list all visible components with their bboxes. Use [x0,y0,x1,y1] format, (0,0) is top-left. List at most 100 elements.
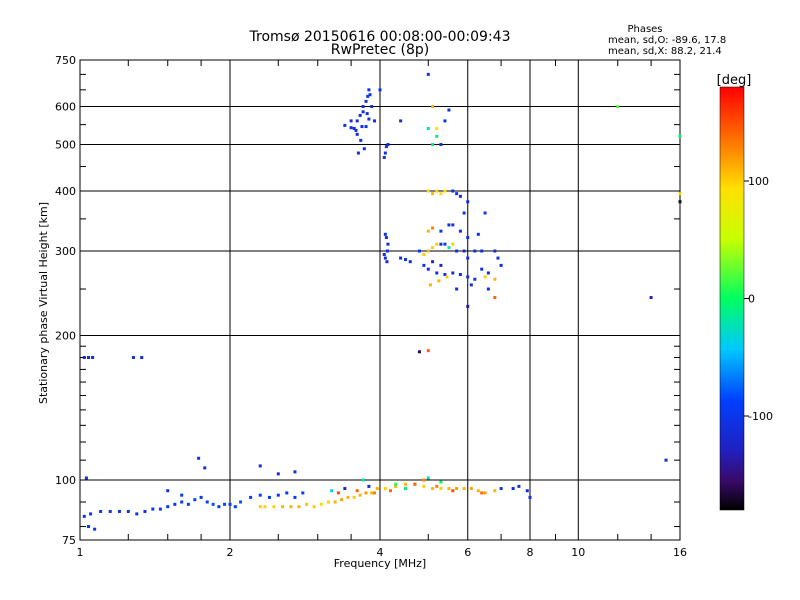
data-point [466,275,470,279]
data-point [131,355,135,359]
data-point [426,249,430,253]
data-point [151,507,155,511]
data-point [403,258,407,262]
data-point [403,487,407,491]
data-point [239,500,243,504]
data-point [272,505,276,509]
data-point [370,491,374,495]
data-point [364,491,368,495]
data-point [426,229,430,233]
data-point [435,134,439,138]
data-point [333,500,337,504]
data-point [203,466,207,470]
data-point [386,143,390,147]
data-point [386,242,390,246]
data-point [439,242,443,246]
data-point [462,487,466,491]
data-point [297,505,301,509]
data-point [258,493,262,497]
colorbar-ticks: 100 0 -100 [744,175,773,423]
x-axis-ticks: 1 2 4 6 8 10 16 [77,60,687,559]
data-point [517,484,521,488]
data-point [384,236,388,240]
data-point [349,119,353,123]
y-tick-label: 750 [55,54,76,67]
x-tick-label: 8 [527,546,534,559]
data-point [366,94,370,98]
data-point [439,229,443,233]
chart-title: Tromsø 20150616 00:08:00-00:09:43 [249,29,511,45]
data-point [445,275,449,279]
y-tick-label: 600 [55,101,76,114]
data-point [496,256,500,260]
data-point [383,151,387,155]
data-point [193,498,197,502]
colorbar [719,86,745,511]
data-point [422,484,426,488]
y-tick-label: 75 [62,534,76,547]
data-point [378,88,382,92]
data-point [349,126,353,130]
data-point [93,527,97,531]
data-point [480,267,484,271]
data-point [422,263,426,267]
data-point [373,491,377,495]
data-point [439,480,443,484]
x-tick-label: 6 [464,546,471,559]
data-point [528,495,532,499]
data-point [435,271,439,275]
stats-line-o: mean, sd,O: -89.6, 17.8 [608,35,726,46]
data-point [422,478,426,482]
data-point [426,349,430,353]
data-point [435,126,439,130]
data-point [99,509,103,513]
y-tick-label: 300 [55,245,76,258]
data-point [455,487,459,491]
data-point [293,470,297,474]
data-point [389,489,393,493]
data-point [466,200,470,204]
data-point [84,476,88,480]
data-point [330,489,334,493]
data-point [186,502,190,506]
data-point [263,505,267,509]
data-point [211,502,215,506]
data-point [360,125,364,129]
data-point [455,287,459,291]
data-point [408,260,412,264]
data-point [358,113,362,117]
data-point [431,260,435,264]
data-point [217,505,221,509]
data-point [382,155,386,159]
data-point [426,476,430,480]
data-point [447,223,451,227]
data-point [431,143,435,147]
data-point [384,145,388,149]
data-point [443,242,447,246]
y-axis-label: Stationary phase Virtual Height [km] [37,202,50,404]
data-point [249,495,253,499]
data-point [439,263,443,267]
data-point [197,456,201,460]
data-point [428,283,432,287]
data-point [385,249,389,253]
data-point [82,514,86,518]
data-point [383,256,387,260]
data-point [493,249,497,253]
y-tick-label: 500 [55,139,76,152]
chart-subtitle: RwPretec (8p) [331,42,429,58]
data-point [447,487,451,491]
data-point [451,271,455,275]
data-point [375,487,379,491]
data-point [352,495,356,499]
data-point [173,502,177,506]
x-tick-label: 2 [227,546,234,559]
data-point [451,242,455,246]
data-point [426,126,430,130]
data-point [443,189,447,193]
y-tick-label: 100 [55,474,76,487]
stats-header: Phases [627,24,662,35]
data-point [466,304,470,308]
data-point [451,223,455,227]
data-point [336,491,340,495]
